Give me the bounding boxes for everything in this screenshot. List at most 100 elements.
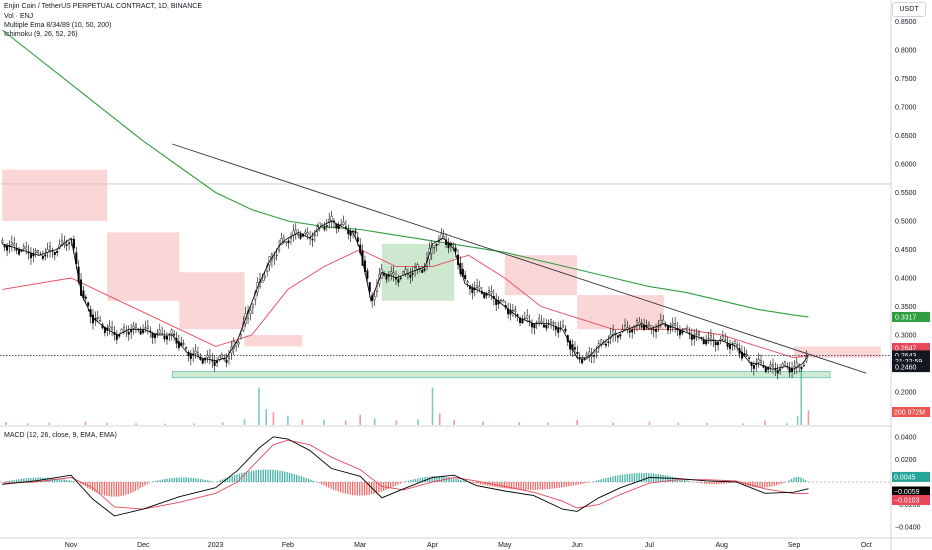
macd-histogram-bar xyxy=(723,482,725,484)
macd-histogram-bar xyxy=(424,477,426,482)
macd-histogram-bar xyxy=(125,482,127,495)
macd-histogram-bar xyxy=(570,482,572,486)
macd-histogram-bar xyxy=(192,478,195,482)
macd-histogram-bar xyxy=(390,482,392,489)
macd-histogram-bar xyxy=(66,479,68,482)
macd-histogram-bar xyxy=(636,473,638,482)
candle-body xyxy=(447,242,450,249)
volume-bar xyxy=(431,387,434,425)
macd-histogram-bar xyxy=(61,479,63,482)
macd-histogram-bar xyxy=(164,479,166,482)
candle-body xyxy=(514,309,517,312)
macd-histogram-bar xyxy=(32,477,34,482)
macd-histogram-bar xyxy=(399,482,401,484)
candle-body xyxy=(299,234,302,239)
candle-body xyxy=(182,343,185,345)
candle-body xyxy=(53,251,56,255)
macd-histogram-bar xyxy=(764,482,766,488)
candle-body xyxy=(657,326,660,328)
candle-body xyxy=(800,366,803,369)
candle-body xyxy=(37,250,40,254)
candle-body xyxy=(771,364,774,368)
candle-body xyxy=(397,279,400,283)
macd-histogram-bar xyxy=(565,482,568,487)
price-tick-label: 0.4500 xyxy=(895,247,917,254)
candle-body xyxy=(595,351,598,353)
currency-selector[interactable]: USDT xyxy=(892,2,926,17)
candle-body xyxy=(705,340,708,345)
volume-bar xyxy=(677,422,680,425)
macd-histogram-bar xyxy=(195,478,197,482)
macd-histogram-bar xyxy=(749,482,752,487)
macd-histogram-bar xyxy=(539,482,541,490)
macd-histogram-bar xyxy=(115,482,118,497)
candle-body xyxy=(802,365,805,367)
candle-body xyxy=(263,275,266,279)
macd-histogram-bar xyxy=(455,478,457,482)
macd-histogram-bar xyxy=(113,482,115,497)
macd-histogram-bar xyxy=(13,479,15,482)
macd-histogram-bar xyxy=(359,482,361,496)
macd-histogram-bar xyxy=(366,482,368,496)
macd-histogram-bar xyxy=(127,482,129,495)
time-tick-label: Feb xyxy=(282,542,294,549)
macd-signal-line xyxy=(2,439,809,510)
candle-body xyxy=(748,357,751,359)
candle-body xyxy=(151,333,154,338)
macd-histogram-bar xyxy=(385,482,387,491)
macd-histogram-bar xyxy=(584,482,587,484)
macd-histogram-bar xyxy=(773,482,775,486)
macd-histogram-bar xyxy=(207,480,209,482)
macd-histogram-bar xyxy=(788,480,790,482)
candle-body xyxy=(745,354,748,356)
macd-histogram-bar xyxy=(209,480,211,482)
candle-body xyxy=(34,250,37,253)
candle-body xyxy=(227,356,230,359)
candle-body xyxy=(56,250,59,253)
candle-body xyxy=(87,302,90,306)
macd-histogram-bar xyxy=(527,482,529,490)
macd-histogram-bar xyxy=(373,482,375,494)
macd-histogram-bar xyxy=(103,482,106,496)
candle-body xyxy=(297,234,300,236)
macd-histogram-bar xyxy=(686,480,688,482)
volume-legend: Vol · ENJ xyxy=(4,13,34,20)
candle-body xyxy=(781,363,784,367)
time-tick-label: Oct xyxy=(861,542,872,549)
macd-histogram-bar xyxy=(487,482,489,486)
candle-body xyxy=(177,341,180,348)
macd-histogram-bar xyxy=(25,478,27,482)
macd-histogram-bar xyxy=(154,480,156,482)
macd-histogram-bar xyxy=(572,482,575,486)
macd-histogram-bar xyxy=(286,472,288,482)
macd-histogram-bar xyxy=(498,482,501,488)
macd-histogram-bar xyxy=(802,478,805,482)
macd-histogram-bar xyxy=(457,479,460,482)
macd-histogram-bar xyxy=(740,482,742,484)
macd-histogram-bar xyxy=(250,470,252,482)
macd-histogram-bar xyxy=(429,476,431,482)
candle-body xyxy=(707,338,710,340)
macd-histogram-bar xyxy=(553,482,556,489)
candle-body xyxy=(154,333,157,339)
candle-body xyxy=(49,246,52,251)
macd-histogram-bar xyxy=(325,482,327,487)
candle-body xyxy=(760,360,763,363)
candle-body xyxy=(721,335,724,340)
macd-histogram-bar xyxy=(231,475,233,482)
macd-histogram-bar xyxy=(361,482,363,496)
macd-histogram-bar xyxy=(730,482,732,483)
price-tick-label: 0.6500 xyxy=(895,133,917,140)
macd-histogram-bar xyxy=(130,482,132,494)
macd-histogram-bar xyxy=(226,477,229,482)
macd-histogram-bar xyxy=(197,478,199,482)
macd-histogram-bar xyxy=(363,482,366,496)
macd-histogram-bar xyxy=(281,471,284,482)
macd-histogram-bar xyxy=(783,482,785,484)
volume-bar xyxy=(395,420,398,425)
candle-body xyxy=(631,329,634,333)
macd-histogram-bar xyxy=(305,477,307,482)
macd-histogram-bar xyxy=(312,480,315,482)
macd-histogram-bar xyxy=(134,482,137,491)
candle-body xyxy=(275,254,278,256)
